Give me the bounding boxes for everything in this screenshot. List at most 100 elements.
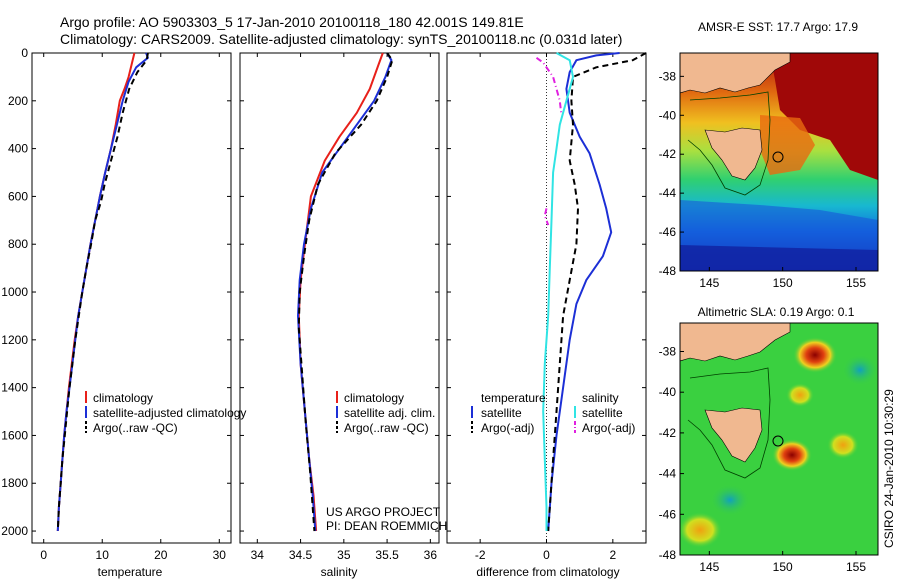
x-tick-label: 10	[96, 548, 110, 562]
sla-map	[680, 323, 878, 555]
series-line-salinity-argo-adj-	[535, 56, 563, 116]
x-tick-label: -2	[475, 548, 486, 562]
title-line-1: Argo profile: AO 5903303_5 17-Jan-2010 2…	[60, 14, 524, 30]
difference-series	[535, 52, 647, 532]
temperature-series	[56, 52, 149, 532]
tasmania	[704, 127, 763, 181]
temperature-axis-ticks: 0 10 20 30	[40, 53, 226, 562]
temperature-xlabel: temperature	[98, 565, 163, 579]
difference-xlabel: difference from climatology	[476, 565, 619, 579]
x-tick-label: 20	[154, 548, 168, 562]
depth-tick-label: 200	[8, 94, 28, 108]
footer-credit: CSIRO 24-Jan-2010 10:30:29	[882, 389, 896, 548]
legend-header-salinity: salinity	[582, 391, 619, 405]
x-tick-label: 35.5	[375, 548, 399, 562]
sla-map-ticks: 145 150 155 -38 -40 -42 -44 -46 -48	[659, 344, 867, 574]
sla-map-frame	[679, 322, 879, 556]
difference-panel-frame	[446, 52, 647, 544]
series-line-argo-raw-qc-	[297, 52, 394, 532]
sla-eddy-warm	[827, 431, 859, 459]
argo-float-marker	[772, 435, 784, 447]
map-y-tick-label: -46	[659, 225, 677, 239]
map-y-tick-label: -48	[659, 264, 677, 278]
x-tick-label: 34.5	[289, 548, 313, 562]
mainland-australia	[680, 53, 791, 94]
legend-label-temp-argo: Argo(-adj)	[481, 421, 534, 435]
map-y-tick-label: -40	[659, 108, 677, 122]
sla-eddy-warm-2	[680, 512, 722, 548]
salinity-series	[297, 52, 394, 532]
series-line-argo-raw-qc-	[56, 52, 149, 532]
sst-map-frame	[679, 52, 879, 272]
difference-legend: temperature salinity satellite Argo(-adj…	[471, 391, 635, 435]
legend-label-temp-satellite: satellite	[481, 406, 522, 420]
depth-tick-label: 1200	[1, 333, 28, 347]
x-tick-label: 0	[40, 548, 47, 562]
x-tick-label: 36	[424, 548, 438, 562]
depth-tick-label: 400	[8, 142, 28, 156]
sla-eddy-strong	[793, 337, 837, 373]
map-y-tick-label: -38	[659, 69, 677, 83]
argo-float-marker	[772, 151, 784, 163]
series-line-satellite-adj-clim-	[297, 52, 393, 532]
map-y-tick-label: -44	[659, 467, 677, 481]
map-x-tick-label: 150	[773, 560, 793, 574]
sst-warm-core	[770, 53, 878, 180]
series-line-temperature-argo-adj-	[547, 52, 647, 532]
map-x-tick-label: 145	[699, 276, 719, 290]
salinity-panel-frame	[239, 52, 440, 544]
project-credit-line-2: PI: DEAN ROEMMICH	[326, 519, 447, 533]
temperature-legend: climatology satellite-adjusted climatolo…	[85, 391, 246, 435]
depth-axis-ticks: 0 200 400 600 800 1000 1200 1400 1600 1800 2000	[1, 46, 646, 538]
x-tick-label: 2	[609, 548, 616, 562]
map-y-tick-label: -38	[659, 344, 677, 358]
series-line-salinity-argo-adj-lower	[543, 208, 550, 226]
map-x-tick-label: 145	[699, 560, 719, 574]
map-y-tick-label: -42	[659, 426, 677, 440]
sla-map-title: Altimetric SLA: 0.19 Argo: 0.1	[698, 305, 855, 319]
temperature-panel-frame	[31, 52, 232, 544]
x-tick-label: 30	[213, 548, 227, 562]
tasmania	[704, 407, 763, 463]
shelf-contour	[687, 367, 771, 479]
x-tick-label: 34	[251, 548, 265, 562]
sst-map-ticks: 145 150 155 -38 -40 -42 -44 -46 -48	[659, 69, 867, 290]
legend-label-satellite: satellite adj. clim.	[344, 406, 435, 420]
depth-tick-label: 1400	[1, 381, 28, 395]
salinity-legend: climatology satellite adj. clim. Argo(..…	[336, 391, 435, 435]
sla-eddy-central	[772, 439, 812, 471]
depth-tick-label: 2000	[1, 524, 28, 538]
legend-label-satellite: satellite-adjusted climatology	[93, 406, 246, 420]
depth-tick-label: 800	[8, 237, 28, 251]
depth-tick-label: 600	[8, 189, 28, 203]
x-tick-label: 0	[543, 548, 550, 562]
salinity-axis-ticks: 34 34.5 35 35.5 36	[251, 53, 438, 562]
x-tick-label: 35	[337, 548, 351, 562]
depth-tick-label: 0	[21, 46, 28, 60]
map-y-tick-label: -44	[659, 186, 677, 200]
depth-tick-label: 1600	[1, 428, 28, 442]
sla-eddy-warm-3	[786, 383, 814, 407]
salinity-xlabel: salinity	[321, 565, 358, 579]
title-line-2: Climatology: CARS2009. Satellite-adjuste…	[60, 31, 622, 47]
series-line-temperature-satellite	[547, 52, 620, 532]
map-y-tick-label: -40	[659, 385, 677, 399]
legend-label-climatology: climatology	[93, 391, 153, 405]
depth-tick-label: 1000	[1, 285, 28, 299]
map-y-tick-label: -42	[659, 147, 677, 161]
legend-header-temperature: temperature	[481, 391, 546, 405]
map-x-tick-label: 155	[846, 276, 866, 290]
depth-tick-label: 1800	[1, 476, 28, 490]
map-y-tick-label: -48	[659, 548, 677, 562]
series-line-salinity-satellite	[542, 52, 574, 531]
legend-label-argo: Argo(..raw -QC)	[344, 421, 429, 435]
map-x-tick-label: 155	[846, 560, 866, 574]
project-credit-line-1: US ARGO PROJECT	[326, 505, 441, 519]
sla-eddy-cool-2	[710, 484, 750, 516]
sst-coldest-band	[680, 245, 878, 271]
legend-label-argo: Argo(..raw -QC)	[93, 421, 178, 435]
shelf-contour	[687, 91, 771, 196]
mainland-australia	[680, 323, 791, 362]
legend-label-sal-satellite: satellite	[582, 406, 623, 420]
